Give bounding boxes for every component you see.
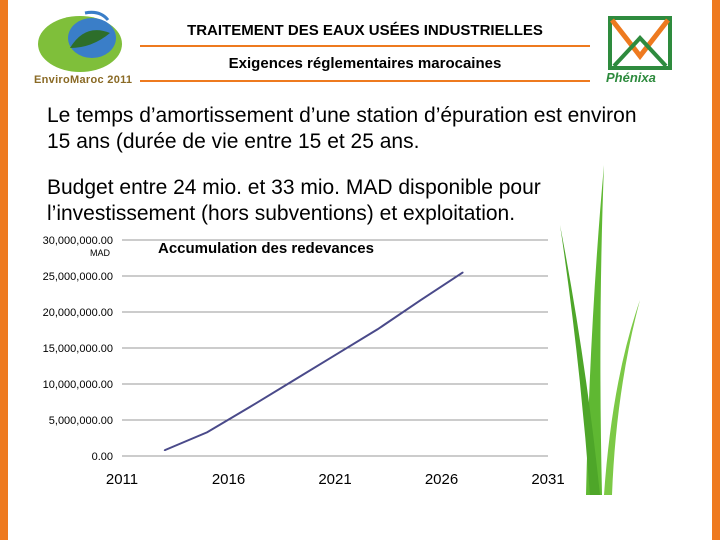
y-tick-label: 20,000,000.00 [43,307,113,319]
paragraph-amortization: Le temps d’amortissement d’une station d… [47,104,637,153]
phenixa-logo [608,16,672,70]
y-tick-label: 30,000,000.00 [43,235,113,247]
data-point [462,271,464,274]
chart-title: Accumulation des redevances [158,240,374,257]
x-tick-label: 2016 [212,471,245,488]
x-tick-label: 2031 [531,471,564,488]
y-tick-label: 25,000,000.00 [43,271,113,283]
y-axis-unit-label: MAD [90,248,110,258]
y-tick-label: 0.00 [92,451,113,463]
series-line [164,271,464,452]
x-axis-tick-labels: 2011 2016 2021 2026 2031 [106,471,565,488]
data-point [291,380,294,382]
page-subtitle: Exigences réglementaires marocaines [228,55,502,72]
logo-right-text: Phénixa [606,70,656,85]
y-tick-label: 15,000,000.00 [43,343,113,355]
data-point [334,354,336,357]
x-tick-label: 2011 [106,471,138,488]
left-accent-bar [0,0,8,540]
enviromaroc-logo [38,10,122,72]
y-tick-label: 10,000,000.00 [43,379,113,391]
header-divider-top [140,45,590,47]
chart-gridlines [122,239,548,457]
right-accent-bar [712,0,720,540]
logo-left-text: EnviroMaroc 2011 [34,74,133,86]
y-tick-label: 5,000,000.00 [49,415,113,427]
x-tick-label: 2021 [318,471,351,488]
x-tick-label: 2026 [425,471,458,488]
paragraph-budget: Budget entre 24 mio. et 33 mio. MAD disp… [47,176,541,225]
header-divider-bottom [140,80,590,82]
page-title: TRAITEMENT DES EAUX USÉES INDUSTRIELLES [187,22,543,39]
data-point [163,449,166,452]
chart-series [163,271,464,452]
data-point [206,431,208,434]
data-point [376,328,379,331]
y-axis-tick-labels: 0.00 5,000,000.00 10,000,000.00 15,000,000.… [43,235,113,463]
data-point [419,299,422,302]
data-point [249,406,251,408]
